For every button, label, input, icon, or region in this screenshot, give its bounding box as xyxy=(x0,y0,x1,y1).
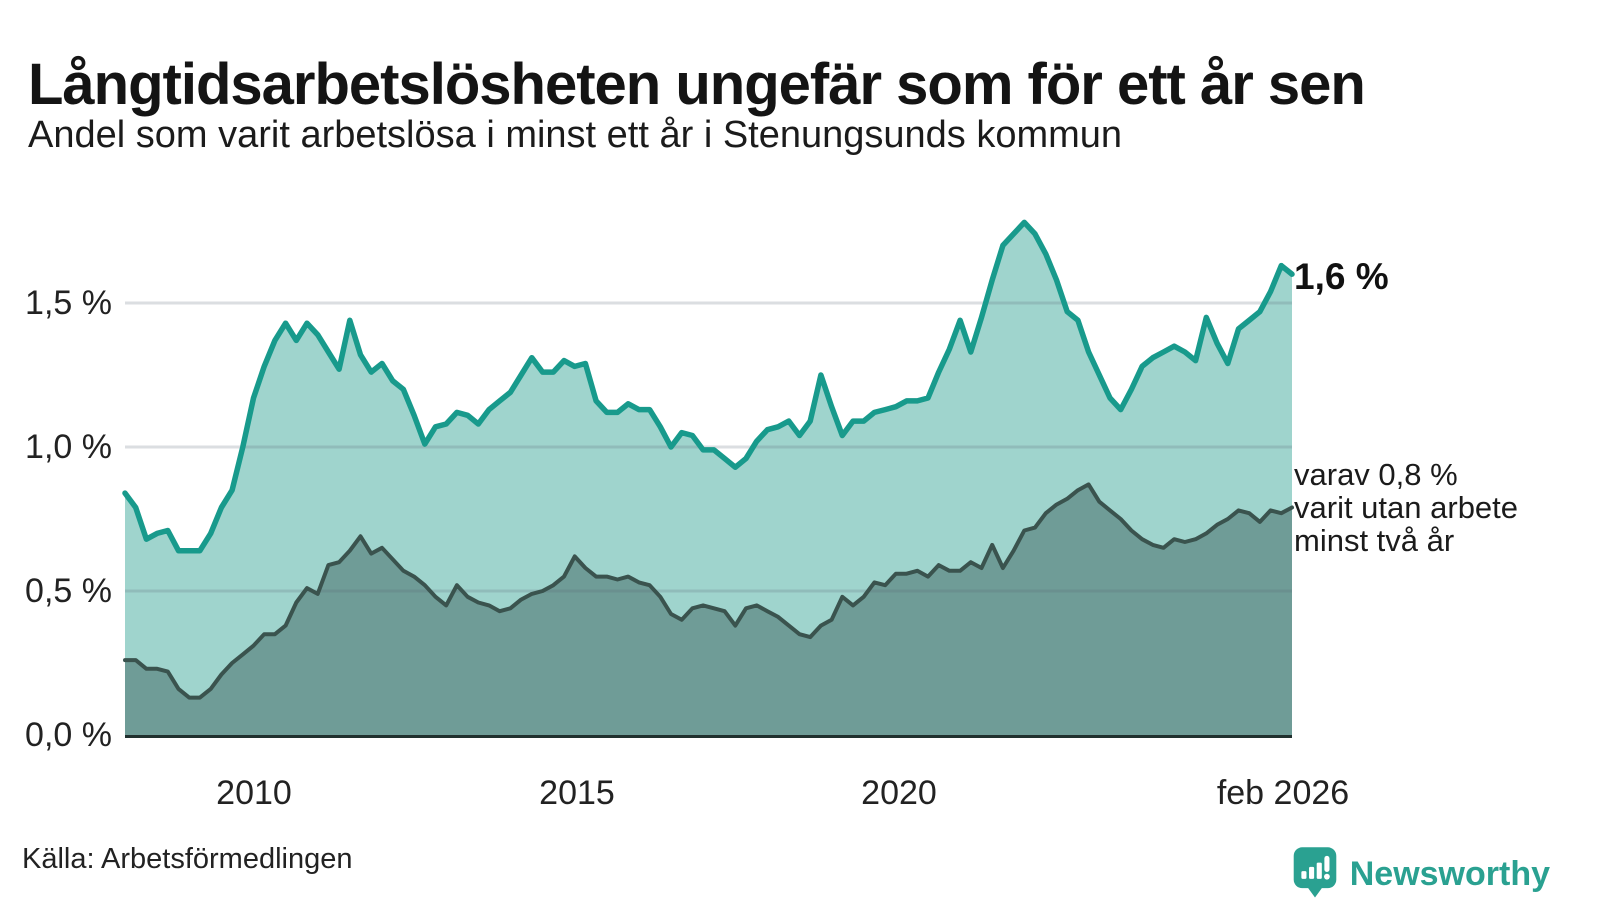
annotation-line: varit utan arbete xyxy=(1294,490,1519,525)
chart-title: Långtidsarbetslösheten ungefär som för e… xyxy=(28,51,1366,117)
line-one-year xyxy=(122,219,1295,554)
x-axis-tick-label: 2015 xyxy=(539,774,615,812)
area-fill-two-years xyxy=(125,484,1292,735)
series-annotation: varav 0,8 % varit utan arbete minst två … xyxy=(1294,458,1518,557)
newsworthy-logo[interactable]: Newsworthy xyxy=(1292,845,1550,904)
newsworthy-bubble-chart-icon xyxy=(1292,845,1338,904)
y-axis-tick-label: 0,5 % xyxy=(25,572,112,610)
annotation-line: minst två år xyxy=(1294,523,1455,558)
chart-subtitle: Andel som varit arbetslösa i minst ett å… xyxy=(28,114,1123,156)
series-end-value-label: 1,6 % xyxy=(1294,256,1389,297)
y-axis-tick-label: 0,0 % xyxy=(25,716,112,754)
newsworthy-wordmark: Newsworthy xyxy=(1349,855,1550,893)
annotation-line: varav 0,8 % xyxy=(1294,457,1458,492)
x-axis-tick-label: feb 2026 xyxy=(1216,774,1350,812)
x-axis-tick-label: 2010 xyxy=(216,774,292,812)
y-axis-tick-label: 1,5 % xyxy=(25,284,112,322)
y-axis-tick-label: 1,0 % xyxy=(25,428,112,466)
x-axis-tick-label: 2020 xyxy=(861,774,937,812)
line-two-years xyxy=(123,482,1294,700)
source-credit: Källa: Arbetsförmedlingen xyxy=(22,843,353,875)
